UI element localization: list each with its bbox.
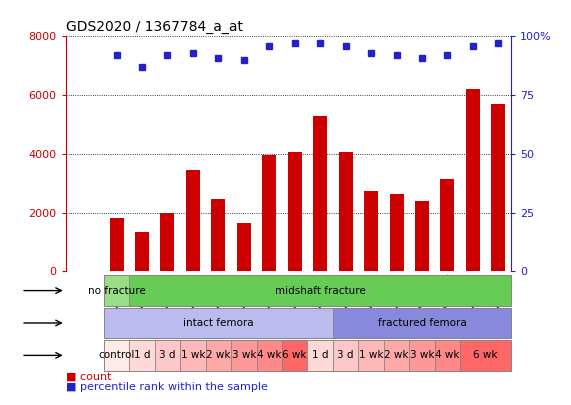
Text: GDS2020 / 1367784_a_at: GDS2020 / 1367784_a_at [66, 20, 243, 34]
Bar [460, 340, 511, 371]
Text: 1 wk: 1 wk [359, 350, 383, 360]
Bar [180, 340, 206, 371]
Bar [288, 152, 301, 271]
Bar [237, 223, 251, 271]
Bar [104, 340, 129, 371]
Bar [364, 191, 378, 271]
Bar [389, 194, 404, 271]
Bar [384, 340, 409, 371]
Text: midshaft fracture: midshaft fracture [275, 286, 365, 296]
Bar [440, 179, 455, 271]
Text: 2 wk: 2 wk [384, 350, 409, 360]
Text: 4 wk: 4 wk [257, 350, 282, 360]
Bar [313, 116, 327, 271]
Text: 3 d: 3 d [337, 350, 354, 360]
Bar [262, 156, 276, 271]
Bar [186, 170, 200, 271]
Text: no fracture: no fracture [88, 286, 146, 296]
Bar [491, 104, 505, 271]
Bar [307, 340, 333, 371]
Bar [129, 275, 511, 306]
Bar [231, 340, 256, 371]
Bar [129, 340, 155, 371]
Bar [104, 308, 333, 338]
Bar [206, 340, 231, 371]
Text: ■ count: ■ count [66, 372, 111, 382]
Text: 3 d: 3 d [159, 350, 176, 360]
Text: ■ percentile rank within the sample: ■ percentile rank within the sample [66, 382, 268, 392]
Bar [333, 308, 511, 338]
Bar [104, 275, 129, 306]
Bar [339, 152, 353, 271]
Bar [435, 340, 460, 371]
Text: intact femora: intact femora [183, 318, 254, 328]
Text: 3 wk: 3 wk [410, 350, 434, 360]
Text: 3 wk: 3 wk [232, 350, 256, 360]
Text: control: control [98, 350, 135, 360]
Bar [110, 219, 123, 271]
Bar [415, 201, 429, 271]
Bar [359, 340, 384, 371]
Bar [135, 232, 149, 271]
Text: 6 wk: 6 wk [283, 350, 307, 360]
Text: 1 wk: 1 wk [180, 350, 205, 360]
Bar [333, 340, 359, 371]
Text: 6 wk: 6 wk [473, 350, 498, 360]
Text: fractured femora: fractured femora [377, 318, 467, 328]
Text: 1 d: 1 d [134, 350, 150, 360]
Bar [211, 199, 226, 271]
Bar [466, 90, 480, 271]
Text: 4 wk: 4 wk [435, 350, 460, 360]
Text: 1 d: 1 d [312, 350, 328, 360]
Bar [282, 340, 307, 371]
Bar [409, 340, 435, 371]
Text: 2 wk: 2 wk [206, 350, 231, 360]
Bar [155, 340, 180, 371]
Bar [160, 213, 175, 271]
Bar [256, 340, 282, 371]
